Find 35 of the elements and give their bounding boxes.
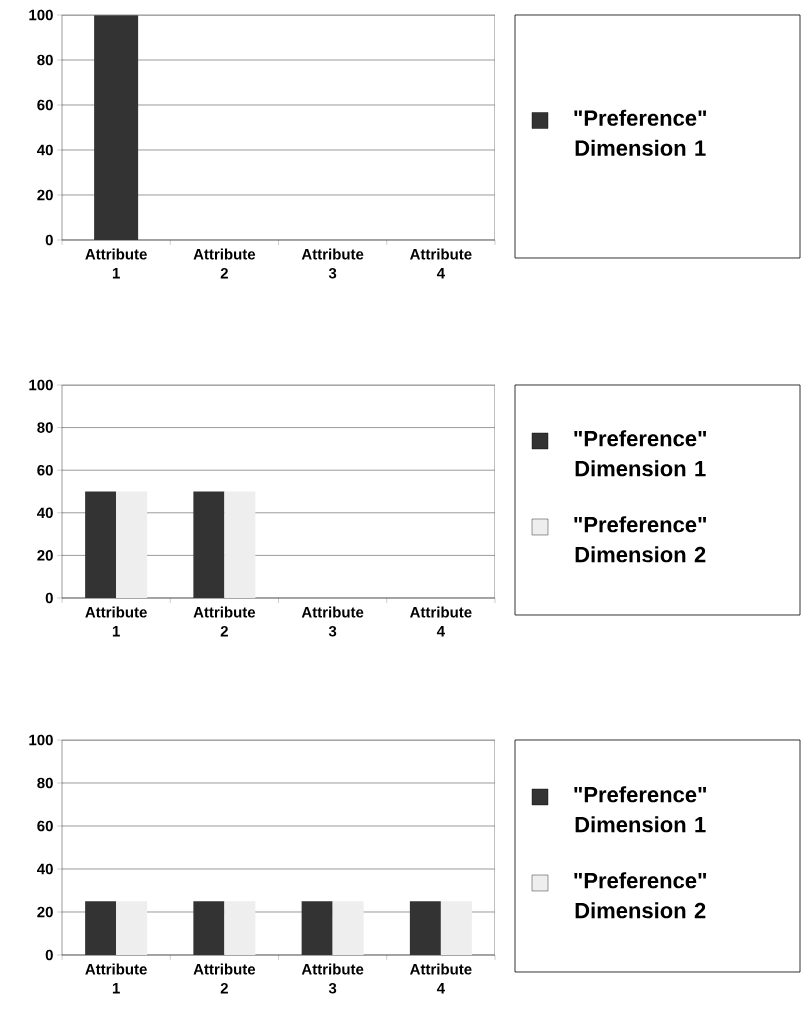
y-tick-label: 100 — [29, 379, 53, 391]
y-tick-label: 80 — [37, 777, 53, 789]
y-tick-label: 80 — [37, 422, 53, 433]
y-tick-label: 100 — [29, 9, 53, 21]
x-tick-label: Attribute 1 — [85, 963, 147, 994]
x-tick-label: Attribute 4 — [410, 963, 472, 994]
y-tick-label: 60 — [37, 99, 53, 111]
x-tick-label: Attribute 1 — [85, 606, 147, 637]
legend-label: "Preference" Dimension 1 — [574, 786, 707, 833]
y-tick-label: 40 — [37, 507, 53, 519]
y-tick-label: 40 — [37, 863, 53, 875]
y-tick-label: 40 — [37, 144, 53, 156]
y-tick-label: 80 — [37, 54, 53, 66]
x-tick-label: Attribute 4 — [410, 606, 472, 637]
legend-label: "Preference" Dimension 1 — [574, 109, 707, 156]
x-tick-label: Attribute 2 — [193, 248, 256, 279]
y-tick-label: 100 — [29, 734, 53, 746]
y-tick-label: 0 — [45, 234, 53, 246]
y-tick-label: 0 — [45, 592, 53, 604]
x-tick-label: Attribute 2 — [193, 963, 256, 994]
y-tick-label: 20 — [37, 550, 53, 561]
x-tick-label: Attribute 3 — [301, 606, 364, 637]
legend-label: "Preference" Dimension 2 — [574, 516, 707, 563]
x-tick-label: Attribute 1 — [85, 248, 147, 279]
x-tick-label: Attribute 3 — [301, 248, 364, 279]
y-tick-label: 60 — [37, 820, 53, 832]
legend-label: "Preference" Dimension 2 — [574, 872, 707, 919]
x-tick-label: Attribute 2 — [193, 606, 256, 637]
y-tick-label: 60 — [37, 464, 53, 476]
y-tick-label: 0 — [45, 949, 53, 961]
y-tick-label: 20 — [37, 189, 53, 201]
x-tick-label: Attribute 4 — [410, 248, 472, 279]
legend-label: "Preference" Dimension 1 — [574, 430, 707, 477]
x-tick-label: Attribute 3 — [301, 963, 364, 994]
y-tick-label: 20 — [37, 906, 53, 918]
